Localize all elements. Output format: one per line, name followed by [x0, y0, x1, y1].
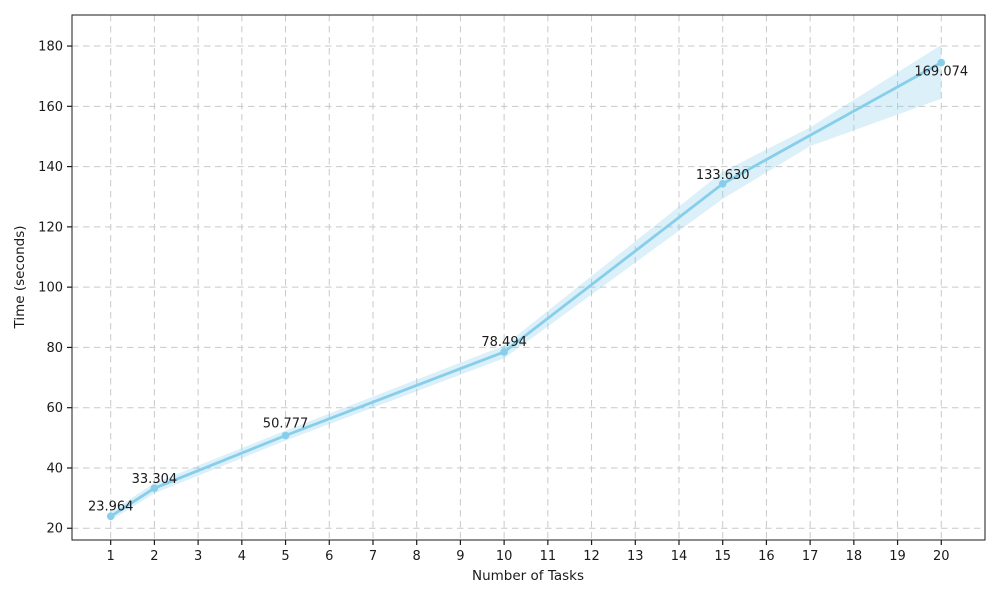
y-tick-label: 180 — [38, 40, 63, 55]
x-tick-label: 6 — [325, 549, 333, 564]
y-tick-label: 140 — [38, 160, 63, 175]
x-tick-label: 13 — [627, 549, 644, 564]
y-tick-label: 120 — [38, 220, 63, 235]
data-point-marker — [150, 484, 159, 492]
point-annotation: 78.494 — [481, 335, 527, 350]
y-tick-label: 80 — [46, 341, 63, 356]
line-series — [106, 58, 946, 521]
x-tick-label: 18 — [846, 549, 863, 564]
data-point-marker — [281, 431, 290, 440]
x-tick-label: 15 — [714, 549, 731, 564]
x-tick-label: 9 — [456, 549, 464, 564]
y-tick-label: 20 — [46, 522, 63, 537]
y-tick-label: 160 — [38, 100, 63, 115]
x-tick-label: 5 — [281, 549, 289, 564]
x-tick-label: 20 — [933, 549, 950, 564]
point-annotations: 23.964 33.304 50.777 78.494 133.630 169.074 — [88, 65, 968, 515]
point-annotation: 169.074 — [914, 65, 968, 80]
plot-border — [71, 14, 986, 541]
x-tick-label: 10 — [496, 549, 513, 564]
x-tick-label: 1 — [107, 549, 115, 564]
y-axis-label: Time (seconds) — [12, 225, 28, 329]
point-annotation: 133.630 — [696, 168, 750, 183]
x-tick-label: 17 — [802, 549, 819, 564]
tick-marks-and-labels: 1 2 3 4 5 6 7 8 9 10 11 12 13 14 15 16 17 18 19 20204060801… — [38, 40, 949, 564]
data-point-marker — [106, 512, 115, 521]
series-line — [109, 61, 943, 518]
y-tick-label: 100 — [38, 281, 63, 296]
x-tick-label: 3 — [194, 549, 202, 564]
x-tick-label: 4 — [238, 549, 246, 564]
point-annotation: 23.964 — [88, 499, 134, 514]
x-tick-label: 11 — [540, 549, 557, 564]
data-point-marker — [718, 179, 727, 188]
x-tick-label: 12 — [583, 549, 600, 564]
axes-spines — [71, 14, 986, 541]
x-tick-label: 2 — [150, 549, 158, 564]
y-tick-label: 40 — [46, 461, 63, 476]
grid-lines — [72, 15, 985, 540]
point-annotation: 50.777 — [263, 416, 309, 431]
data-point-marker — [500, 348, 508, 356]
x-tick-label: 7 — [369, 549, 377, 564]
data-point-marker — [937, 58, 946, 67]
x-tick-label: 19 — [889, 549, 906, 564]
x-tick-label: 14 — [671, 549, 688, 564]
y-tick-label: 60 — [46, 401, 63, 416]
x-tick-label: 8 — [413, 549, 421, 564]
confidence-band — [110, 44, 942, 521]
x-tick-label: 16 — [758, 549, 775, 564]
confidence-band-area — [110, 44, 942, 521]
x-axis-label: Number of Tasks — [472, 568, 584, 584]
point-annotation: 33.304 — [132, 472, 178, 487]
